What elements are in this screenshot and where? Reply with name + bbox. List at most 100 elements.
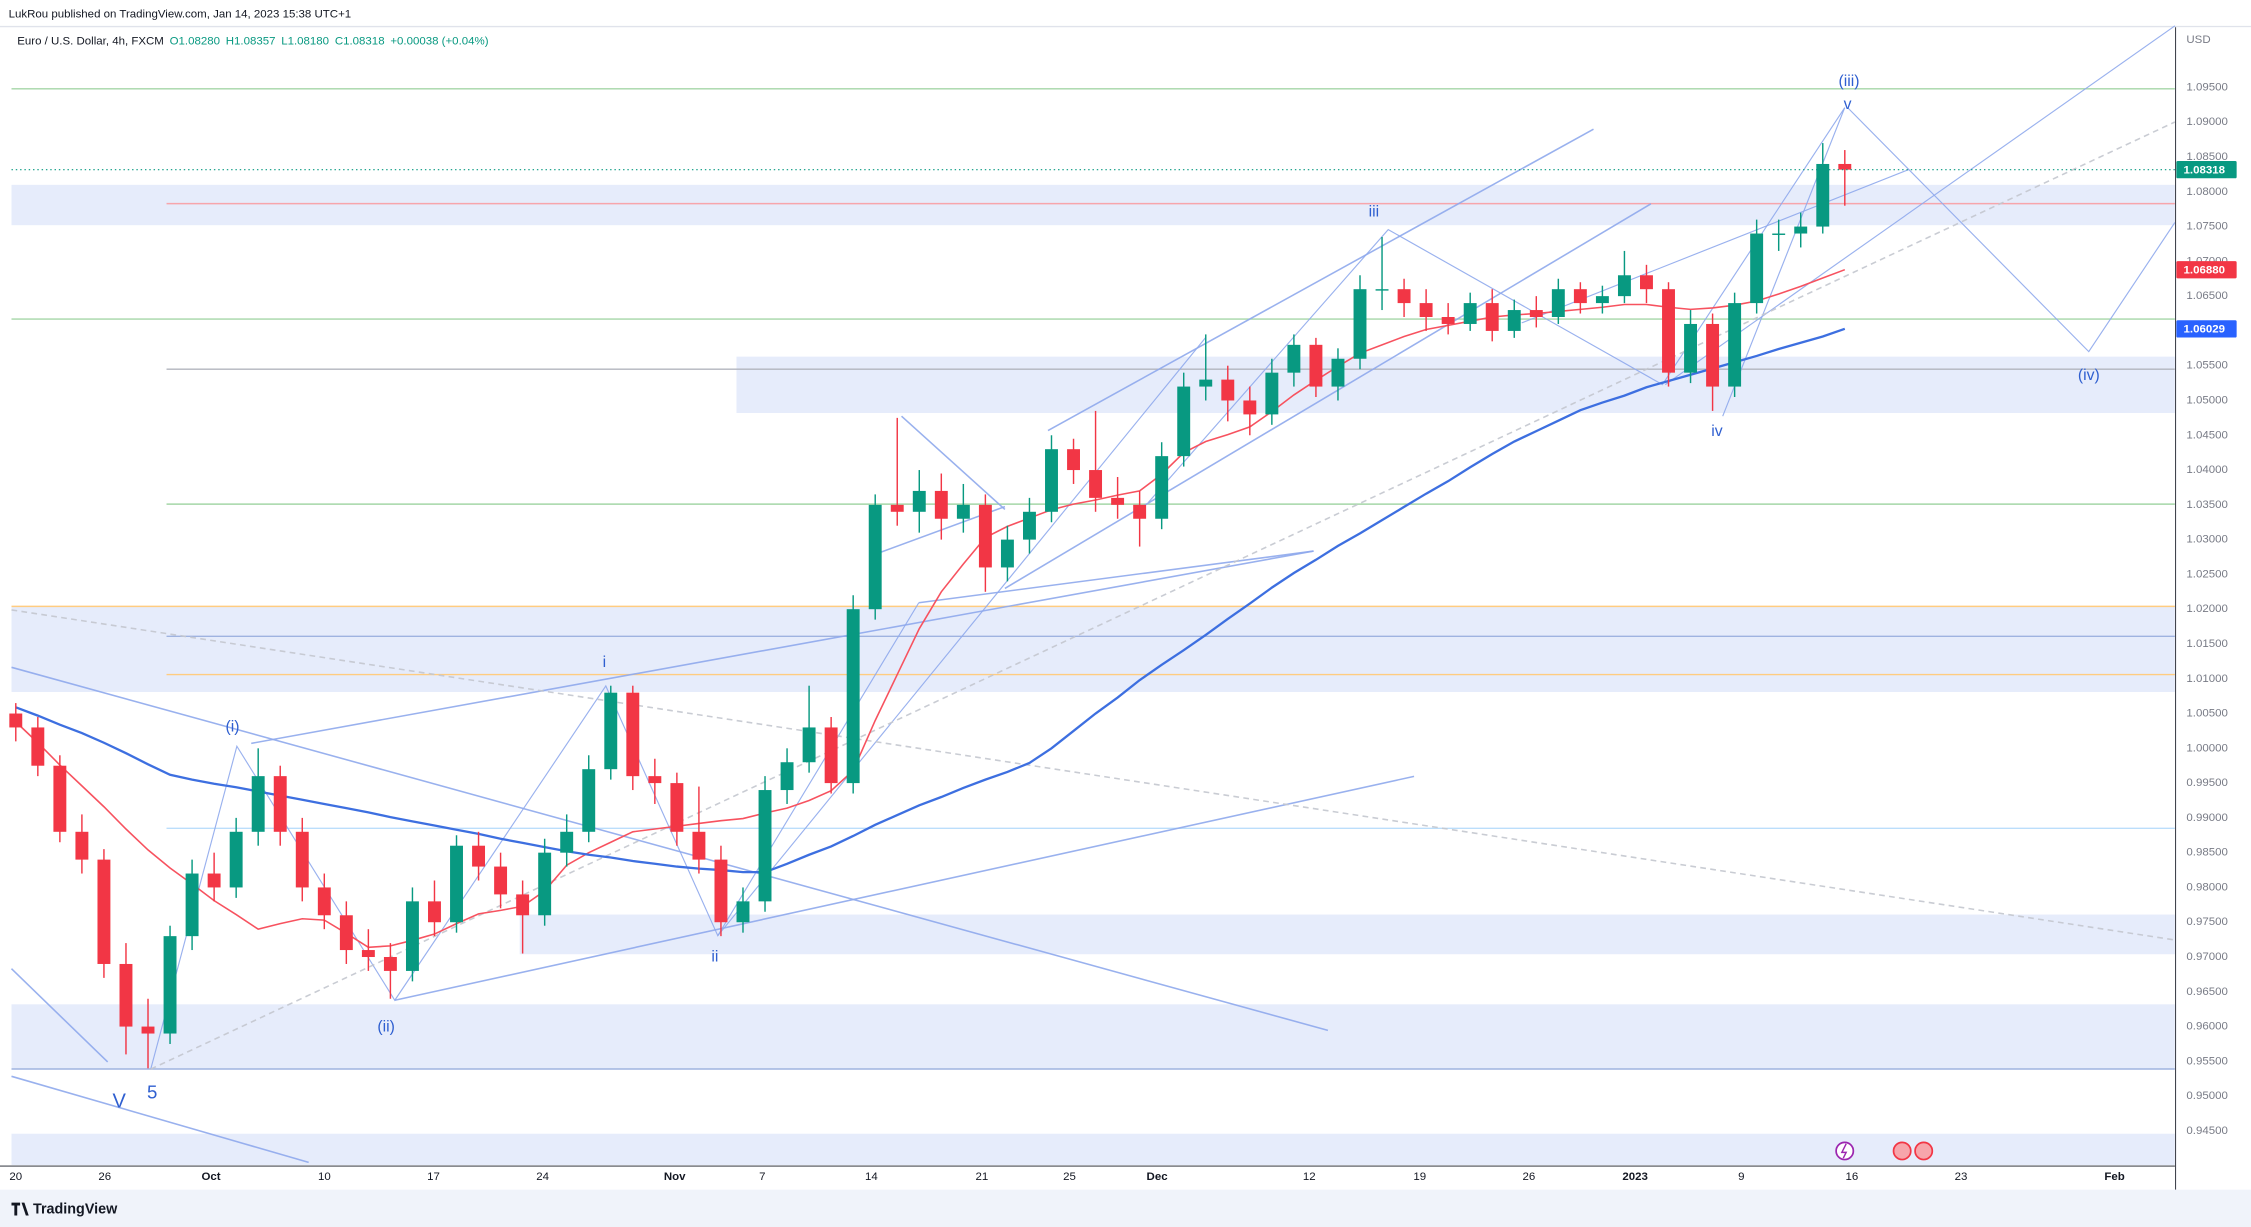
y-tick-label: 1.05500	[2186, 360, 2227, 372]
candle-body	[560, 831, 574, 853]
candle-body	[405, 901, 419, 971]
candle-body	[9, 713, 23, 728]
x-tick-label: 12	[1303, 1171, 1316, 1183]
candle-body	[670, 783, 684, 832]
close: C1.08318	[335, 36, 385, 48]
candle-body	[802, 727, 816, 763]
x-tick-label: 21	[976, 1171, 989, 1183]
candle-body	[692, 831, 706, 860]
x-tick-label: 24	[536, 1171, 549, 1183]
candle-body	[119, 963, 133, 1027]
price-label-box	[2176, 261, 2237, 279]
candle-body	[648, 776, 662, 784]
trendline	[1847, 107, 2176, 353]
candle-body	[1419, 303, 1433, 318]
change: +0.00038 (+0.04%)	[390, 36, 488, 48]
candle-body	[824, 727, 838, 784]
candle-body	[1045, 449, 1058, 512]
candle-body	[868, 504, 882, 610]
price-label: 1.06029	[2184, 324, 2225, 336]
wave-label: iii	[1369, 204, 1380, 221]
candle-body	[1265, 372, 1279, 415]
moving-average	[15, 327, 1846, 874]
candle-body	[1199, 379, 1213, 387]
candle-body	[361, 950, 375, 958]
y-tick-label: 1.01500	[2186, 638, 2227, 650]
lightning	[1840, 1143, 1848, 1159]
candle-body	[1177, 386, 1191, 457]
x-tick-label: 7	[759, 1171, 765, 1183]
candle-body	[1441, 317, 1455, 324]
candle-body	[1111, 497, 1125, 505]
y-tick-label: 1.03500	[2186, 499, 2227, 511]
candle-body	[626, 692, 640, 777]
candle-body	[251, 776, 265, 832]
y-tick-label: 1.05000	[2186, 395, 2227, 407]
x-tick-label: Feb	[2104, 1171, 2124, 1183]
candle-body	[1067, 449, 1080, 471]
candle-body	[1816, 163, 1830, 227]
trendline	[10, 968, 109, 1063]
x-tick-label: 26	[1523, 1171, 1536, 1183]
zone	[736, 356, 2175, 414]
y-tick-label: 1.02500	[2186, 568, 2227, 580]
wave-label: i	[603, 654, 607, 671]
candle-body	[978, 504, 992, 568]
candle-body	[934, 490, 948, 519]
wave-label: (i)	[226, 719, 240, 736]
y-tick-label: 1.02000	[2186, 603, 2227, 615]
footer-bar	[0, 1189, 2251, 1227]
candle-body	[1728, 303, 1742, 387]
y-tick-label: 0.97500	[2186, 916, 2227, 928]
y-tick-label: 1.07500	[2186, 221, 2227, 233]
wave-label: (iv)	[2078, 367, 2100, 384]
y-tick-label: 0.98500	[2186, 847, 2227, 859]
wave-label: V	[112, 1090, 126, 1112]
candle-body	[604, 692, 618, 770]
y-tick-label: 0.98000	[2186, 881, 2227, 893]
low: L1.08180	[281, 36, 329, 48]
y-tick-label: 1.09000	[2186, 116, 2227, 128]
candle-body	[273, 776, 287, 832]
x-tick-label: 19	[1413, 1171, 1426, 1183]
event-flag[interactable]	[1914, 1141, 1934, 1161]
wave-label: (ii)	[377, 1019, 395, 1036]
trendline	[717, 336, 1207, 937]
candle-body	[185, 873, 199, 937]
candle-body	[912, 490, 926, 512]
wave-label: (iii)	[1839, 73, 1860, 90]
candle-body	[75, 831, 89, 860]
y-tick-label: 1.01000	[2186, 673, 2227, 685]
candle-body	[428, 901, 441, 923]
candle-body	[1375, 289, 1389, 291]
brand-name: TradingView	[33, 1202, 118, 1218]
x-tick-label: 26	[98, 1171, 111, 1183]
event-icon[interactable]	[1835, 1141, 1855, 1161]
y-tick-label: 0.96000	[2186, 1021, 2227, 1033]
candle-body	[1309, 344, 1323, 387]
candle-body	[736, 901, 750, 923]
candle-body	[1155, 456, 1169, 519]
trendline	[901, 415, 1006, 511]
wave-label: iv	[1711, 423, 1723, 440]
candle-body	[339, 915, 353, 951]
x-tick-label: 17	[427, 1171, 440, 1183]
x-tick-label: 20	[9, 1171, 22, 1183]
y-tick-label: 0.95000	[2186, 1090, 2227, 1102]
x-tick-label: 10	[318, 1171, 331, 1183]
x-tick-label: 9	[1738, 1171, 1744, 1183]
zone	[11, 184, 2175, 226]
y-tick-label: 1.04000	[2186, 464, 2227, 476]
symbol: Euro / U.S. Dollar, 4h, FXCM	[17, 36, 164, 48]
y-tick-label: 0.99000	[2186, 812, 2227, 824]
price-label: 1.08318	[2184, 164, 2226, 176]
event-flag[interactable]	[1892, 1141, 1912, 1161]
candle-body	[1397, 289, 1411, 304]
candle-body	[1221, 379, 1235, 401]
publisher-line: LukRou published on TradingView.com, Jan…	[9, 8, 352, 20]
candle-body	[956, 504, 970, 519]
candle-body	[229, 831, 243, 888]
candle-body	[1089, 470, 1103, 498]
